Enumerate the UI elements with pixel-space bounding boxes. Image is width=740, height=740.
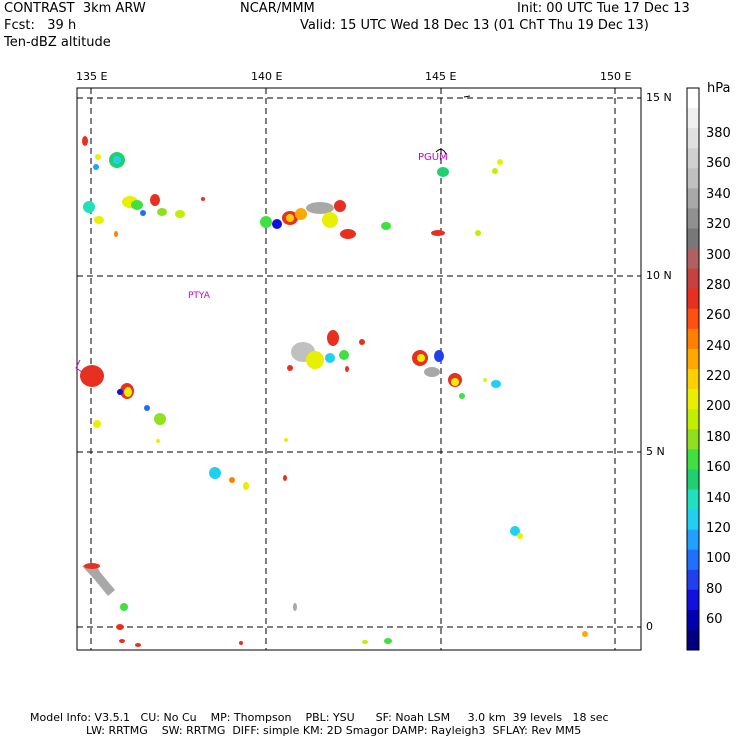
colorbar-label: 220 xyxy=(706,369,731,384)
map-frame xyxy=(76,87,642,651)
lon-label-135: 135 E xyxy=(76,70,108,83)
colorbar-swatch xyxy=(687,369,699,390)
colorbar-label: 120 xyxy=(706,520,731,536)
colorbar-label: 160 xyxy=(706,460,731,476)
colorbar-swatch xyxy=(687,188,699,209)
institution-label: NCAR/MMM xyxy=(240,1,315,16)
colorbar-swatch xyxy=(687,409,699,430)
lon-label-140: 140 E xyxy=(251,70,283,83)
lat-label-10n: 10 N xyxy=(646,269,672,282)
station-pgum: PGUM xyxy=(418,152,448,163)
colorbar-swatch xyxy=(687,128,699,149)
colorbar-swatch xyxy=(687,589,699,611)
model-title: CONTRAST 3km ARW xyxy=(4,1,146,16)
model-info-line2: LW: RRTMG SW: RRTMG DIFF: simple KM: 2D … xyxy=(30,724,582,737)
colorbar-swatch xyxy=(687,429,699,450)
echo-cells xyxy=(75,95,588,647)
colorbar-label: 320 xyxy=(706,217,731,233)
lat-label-5n: 5 N xyxy=(646,445,665,458)
colorbar-label: 360 xyxy=(706,156,731,172)
colorbar-label: 60 xyxy=(706,612,723,627)
colorbar-label: 340 xyxy=(706,186,731,202)
colorbar-swatch xyxy=(687,348,699,370)
colorbar-label: 280 xyxy=(706,277,731,293)
model-info-line1: Model Info: V3.5.1 CU: No Cu MP: Thompso… xyxy=(30,711,609,724)
colorbar-label: 260 xyxy=(706,308,731,324)
colorbar-swatch xyxy=(687,489,699,510)
colorbar-swatch xyxy=(687,469,699,490)
colorbar xyxy=(686,87,700,651)
colorbar-swatch xyxy=(687,268,699,290)
colorbar-swatch xyxy=(687,148,699,169)
colorbar-swatch xyxy=(687,529,699,551)
colorbar-label: 180 xyxy=(706,429,731,445)
colorbar-swatch xyxy=(687,449,699,470)
colorbar-label: 240 xyxy=(706,338,731,354)
colorbar-swatch xyxy=(687,208,699,229)
init-time: Init: 00 UTC Tue 17 Dec 13 xyxy=(517,1,690,16)
colorbar-swatch xyxy=(687,168,699,189)
colorbar-swatch xyxy=(687,228,699,250)
colorbar-unit: hPa xyxy=(707,81,731,96)
forecast-hour: Fcst: 39 h xyxy=(4,18,77,33)
colorbar-swatch xyxy=(687,389,699,410)
colorbar-swatch xyxy=(687,288,699,310)
lat-label-15n: 15 N xyxy=(646,91,672,104)
station-ptya: PTYA xyxy=(188,291,210,301)
colorbar-swatch xyxy=(687,569,699,591)
colorbar-frame xyxy=(686,87,700,651)
lon-label-145: 145 E xyxy=(425,70,457,83)
lat-lon-grid xyxy=(77,88,641,650)
colorbar-swatch xyxy=(687,549,699,571)
colorbar-swatch xyxy=(687,509,699,531)
colorbar-swatch xyxy=(687,629,699,651)
colorbar-swatch xyxy=(687,108,699,129)
colorbar-label: 140 xyxy=(706,490,731,506)
colorbar-label: 300 xyxy=(706,247,731,263)
colorbar-label: 380 xyxy=(706,126,731,141)
colorbar-swatch xyxy=(687,609,699,631)
colorbar-label: 80 xyxy=(706,581,723,597)
colorbar-swatch xyxy=(687,308,699,330)
colorbar-label: 200 xyxy=(706,399,731,415)
lon-label-150: 150 E xyxy=(600,70,632,83)
colorbar-swatch xyxy=(687,88,699,109)
field-name: Ten-dBZ altitude xyxy=(4,35,111,50)
colorbar-label: 100 xyxy=(706,551,731,567)
lat-label-0: 0 xyxy=(646,620,653,633)
valid-time: Valid: 15 UTC Wed 18 Dec 13 (01 ChT Thu … xyxy=(300,18,649,33)
colorbar-swatch xyxy=(687,248,699,270)
colorbar-swatch xyxy=(687,328,699,350)
